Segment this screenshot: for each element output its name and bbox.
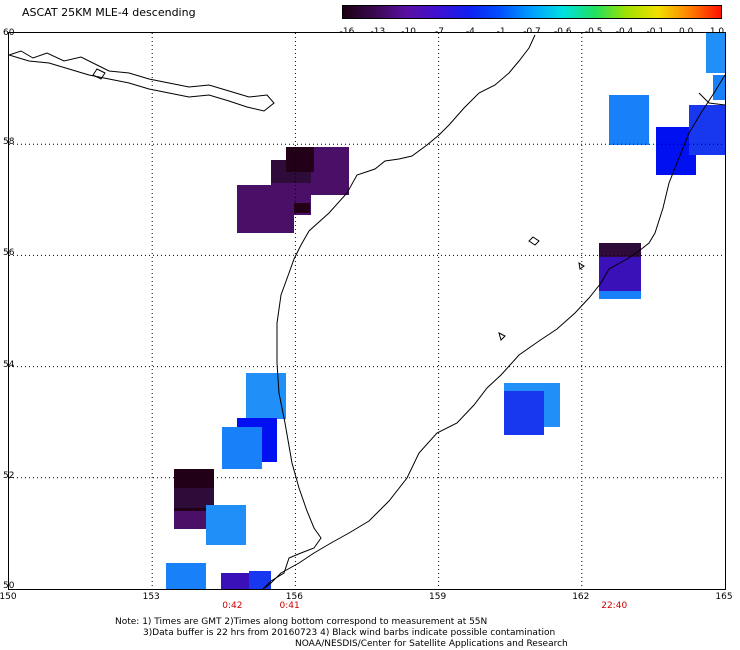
colorbar	[342, 5, 722, 19]
wind-cell	[286, 147, 314, 172]
y-tick-label: 50	[3, 581, 15, 591]
wind-cell	[222, 427, 262, 469]
wind-cell	[713, 75, 725, 100]
x-tick-label: 150	[0, 592, 17, 602]
gridlines	[9, 33, 725, 589]
y-tick-label: 52	[3, 470, 15, 481]
y-tick-label: 60	[3, 28, 15, 38]
map-frame	[8, 32, 726, 590]
wind-cell	[206, 505, 246, 545]
x-tick-label: 159	[429, 592, 447, 602]
time-label: 0:42	[222, 601, 243, 611]
cape-ne	[698, 92, 725, 106]
island-small-4	[578, 262, 585, 270]
island-small-1	[92, 68, 106, 80]
wind-cell	[174, 488, 214, 508]
time-label: 22:40	[601, 601, 628, 611]
island-small-3	[498, 332, 506, 341]
wind-cells	[166, 33, 725, 589]
wind-cell	[689, 105, 725, 155]
wind-cell	[504, 391, 544, 435]
map-title: ASCAT 25KM MLE-4 descending	[22, 6, 196, 19]
x-tick-label: 165	[715, 592, 733, 602]
wind-cell	[294, 203, 310, 213]
kamchatka-west-coast	[262, 34, 536, 589]
wind-cell	[166, 563, 206, 589]
wind-cell	[249, 571, 271, 589]
kamchatka-east-coast	[262, 74, 725, 589]
coastlines	[9, 34, 725, 589]
wind-cell	[599, 243, 641, 257]
y-tick-label: 54	[3, 359, 15, 370]
x-tick-label: 156	[285, 592, 303, 602]
x-tick-label: 153	[142, 592, 160, 602]
map-canvas	[9, 33, 725, 589]
note-line-1: Note: 1) Times are GMT 2)Times along bot…	[115, 617, 488, 627]
note-line-3: NOAA/NESDIS/Center for Satellite Applica…	[295, 639, 568, 649]
wind-cell	[706, 33, 725, 73]
x-tick-label: 162	[572, 592, 590, 602]
wind-cell	[609, 95, 649, 145]
notes: Note: 1) Times are GMT 2)Times along bot…	[115, 617, 568, 650]
island-small-2	[528, 236, 540, 246]
y-tick-label: 56	[3, 248, 15, 259]
y-tick-label: 58	[3, 137, 15, 148]
wind-cell	[174, 511, 214, 529]
note-line-2: 3)Data buffer is 22 hrs from 20160723 4)…	[143, 628, 556, 638]
time-label: 0:41	[279, 601, 300, 611]
north-coast-islands	[9, 50, 275, 112]
wind-cell	[599, 291, 641, 299]
